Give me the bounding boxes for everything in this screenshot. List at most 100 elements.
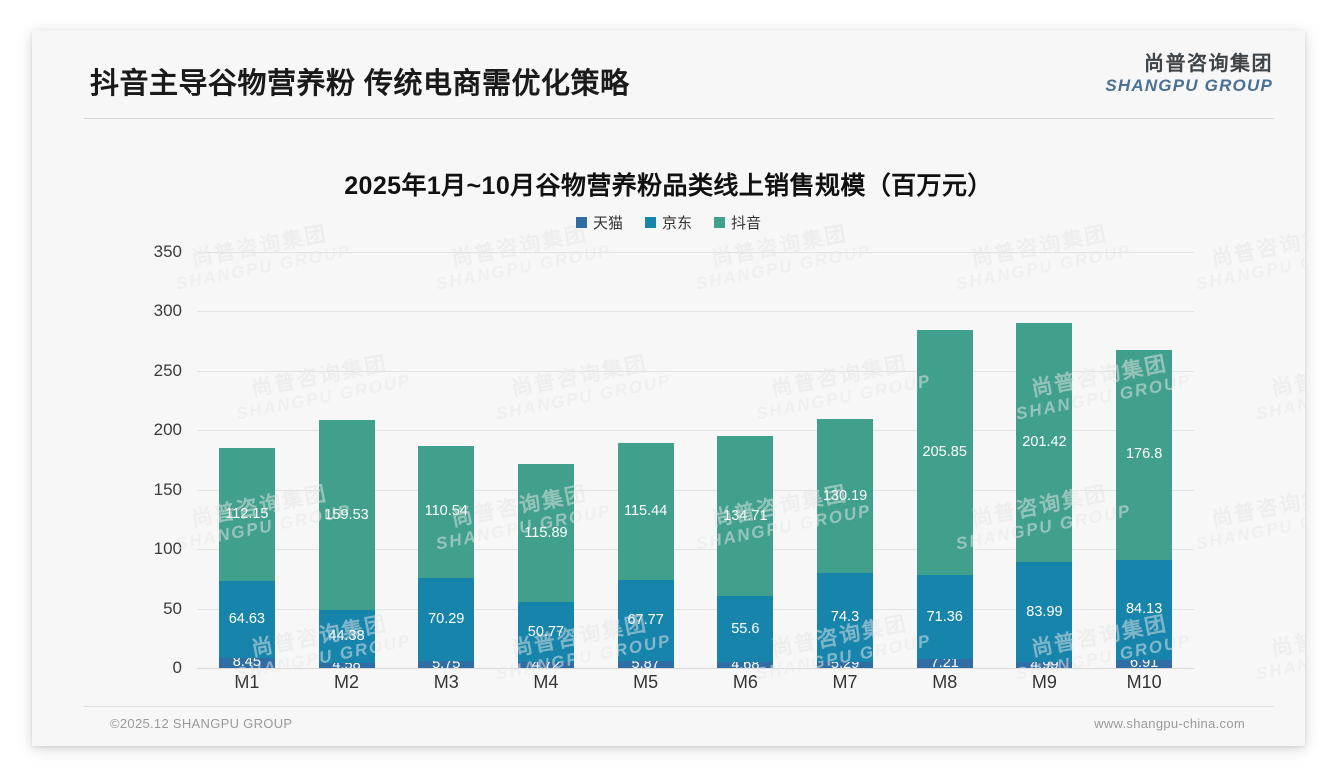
gridline bbox=[197, 370, 1194, 372]
x-axis-tick-label: M5 bbox=[633, 672, 659, 692]
x-axis-tick-label: M4 bbox=[533, 672, 559, 692]
legend-label: 天猫 bbox=[592, 215, 623, 232]
bar-value-label: 44.38 bbox=[328, 627, 365, 644]
bar-segment-京东[interactable] bbox=[916, 574, 973, 660]
x-axis-tick-label: M10 bbox=[1126, 672, 1162, 692]
bar-segment-天猫[interactable] bbox=[517, 662, 574, 668]
bar-group[interactable]: 7.21 71.36 205.85 bbox=[895, 252, 995, 672]
slide-header: 抖音主导谷物营养粉 传统电商需优化策略 尚普咨询集团 SHANGPU GROUP bbox=[32, 30, 1305, 120]
bar-value-label: 134.71 bbox=[723, 507, 768, 524]
page-title: 抖音主导谷物营养粉 传统电商需优化策略 bbox=[90, 68, 630, 100]
bar-group[interactable]: 8.45 64.63 112.15 bbox=[197, 252, 297, 671]
bar-group[interactable]: 6.91 84.13 176.8 bbox=[1094, 252, 1194, 672]
brand-logo: 尚普咨询集团 SHANGPU GROUP bbox=[1105, 54, 1273, 95]
bar-value-label: 201.42 bbox=[1022, 434, 1067, 451]
bar-group[interactable]: 4.99 83.99 201.42 bbox=[995, 252, 1095, 672]
bar-value-label: 83.99 bbox=[1026, 603, 1063, 620]
bar-value-label: 50.77 bbox=[527, 623, 565, 640]
bar-segment-京东[interactable] bbox=[418, 577, 475, 662]
bar-segment-京东[interactable] bbox=[517, 602, 574, 663]
brand-name-en: SHANGPU GROUP bbox=[1105, 76, 1273, 95]
bar-value-label: 84.13 bbox=[1125, 601, 1163, 618]
bar-segment-抖音[interactable] bbox=[318, 420, 375, 610]
x-axis-tick-label: M6 bbox=[732, 672, 758, 692]
chart-legend: 天猫 京东 抖音 bbox=[32, 212, 1305, 233]
bar-segment-京东[interactable] bbox=[717, 596, 774, 663]
plot-area: 8.45 64.63 112.15 4.58 44.38 159.53 5.75 70.29 1… bbox=[197, 252, 1194, 672]
bar-group[interactable]: 4.58 44.38 159.53 bbox=[297, 252, 397, 672]
bar-value-label: 110.54 bbox=[424, 503, 468, 520]
gridline bbox=[197, 608, 1194, 610]
y-axis-tick-label: 150 bbox=[153, 479, 182, 499]
bar-segment-天猫[interactable] bbox=[916, 659, 973, 668]
bar-value-label: 176.8 bbox=[1125, 446, 1163, 463]
bar-value-label: 205.85 bbox=[922, 443, 967, 460]
stacked-bar-chart: 0 50 100 150 200 250 300 350 8.45 64.63 112.15 4.5… bbox=[32, 240, 1305, 700]
bar-group[interactable]: 5.87 67.77 115.44 bbox=[596, 252, 696, 671]
bar-value-label: 130.19 bbox=[822, 487, 868, 504]
bar-segment-京东[interactable] bbox=[617, 580, 674, 662]
bar-value-label: 115.44 bbox=[624, 503, 668, 520]
bar-segment-京东[interactable] bbox=[218, 581, 275, 658]
footer-copyright: ©2025.12 SHANGPU GROUP bbox=[110, 716, 293, 731]
brand-name-cn: 尚普咨询集团 bbox=[1144, 53, 1273, 75]
bar-segment-天猫[interactable] bbox=[418, 661, 475, 668]
bar-value-label: 7.21 bbox=[930, 655, 959, 672]
bar-value-label: 115.89 bbox=[524, 524, 568, 541]
bar-segment-天猫[interactable] bbox=[318, 662, 375, 668]
header-divider bbox=[84, 118, 1274, 119]
y-axis-tick-label: 100 bbox=[153, 539, 182, 559]
bar-segment-抖音[interactable] bbox=[617, 443, 674, 581]
bar-segment-抖音[interactable] bbox=[517, 464, 574, 603]
bar-segment-天猫[interactable] bbox=[817, 661, 874, 668]
y-axis-tick-label: 200 bbox=[153, 420, 182, 440]
gridline bbox=[197, 549, 1194, 551]
bar-segment-京东[interactable] bbox=[817, 573, 874, 662]
footer-divider bbox=[84, 706, 1274, 707]
x-axis-tick-label: M8 bbox=[932, 672, 958, 692]
bar-segment-京东[interactable] bbox=[1116, 559, 1173, 660]
bar-segment-京东[interactable] bbox=[318, 609, 375, 663]
x-axis-line bbox=[197, 668, 1194, 669]
gridline bbox=[197, 311, 1194, 313]
x-axis-tick-label: M2 bbox=[334, 672, 360, 692]
bar-value-label: 8.45 bbox=[232, 654, 261, 671]
bar-segment-天猫[interactable] bbox=[1016, 662, 1073, 668]
bar-segment-抖音[interactable] bbox=[218, 447, 275, 582]
bar-group[interactable]: 4.72 50.77 115.89 bbox=[496, 252, 596, 672]
bar-segment-抖音[interactable] bbox=[916, 329, 973, 575]
bar-group[interactable]: 4.68 55.6 134.71 bbox=[696, 252, 796, 672]
bar-segment-京东[interactable] bbox=[1016, 562, 1073, 663]
bar-segment-抖音[interactable] bbox=[418, 446, 475, 578]
bar-value-label: 6.91 bbox=[1130, 655, 1159, 672]
legend-item-抖音[interactable]: 抖音 bbox=[714, 212, 761, 233]
legend-item-京东[interactable]: 京东 bbox=[644, 212, 692, 233]
legend-item-天猫[interactable]: 天猫 bbox=[575, 212, 623, 233]
y-axis-tick-label: 300 bbox=[153, 301, 182, 321]
bar-segment-抖音[interactable] bbox=[717, 436, 774, 597]
y-axis-labels: 0 50 100 150 200 250 300 350 bbox=[127, 242, 182, 677]
bar-segment-天猫[interactable] bbox=[717, 662, 774, 668]
y-axis-tick-label: 0 bbox=[172, 658, 182, 677]
x-axis-tick-label: M7 bbox=[832, 672, 858, 692]
bar-group[interactable]: 5.29 74.3 130.19 bbox=[795, 252, 895, 671]
bar-segment-抖音[interactable] bbox=[817, 418, 874, 574]
footer-website: www.shangpu-china.com bbox=[1094, 716, 1245, 731]
bar-value-label: 64.63 bbox=[228, 611, 265, 628]
y-axis-tick-label: 350 bbox=[153, 242, 182, 261]
legend-label: 抖音 bbox=[731, 215, 762, 232]
x-axis-tick-label: M1 bbox=[234, 672, 260, 692]
legend-swatch-icon bbox=[644, 217, 656, 228]
bar-segment-天猫[interactable] bbox=[617, 661, 674, 668]
bar-value-label: 67.77 bbox=[627, 612, 664, 629]
bar-segment-天猫[interactable] bbox=[1116, 659, 1173, 668]
bar-value-label: 70.29 bbox=[428, 610, 465, 627]
bar-segment-抖音[interactable] bbox=[1116, 349, 1173, 560]
gridline bbox=[197, 430, 1194, 432]
bar-value-label: 55.6 bbox=[731, 620, 760, 637]
slide: 尚普咨询集团 SHANGPU GROUP 尚普咨询集团 SHANGPU GROUP 尚普… bbox=[32, 30, 1305, 746]
y-axis-tick-label: 250 bbox=[153, 360, 182, 380]
bar-segment-天猫[interactable] bbox=[218, 657, 275, 668]
bar-segment-抖音[interactable] bbox=[1016, 322, 1073, 563]
bar-group[interactable]: 5.75 70.29 110.54 bbox=[396, 252, 496, 671]
